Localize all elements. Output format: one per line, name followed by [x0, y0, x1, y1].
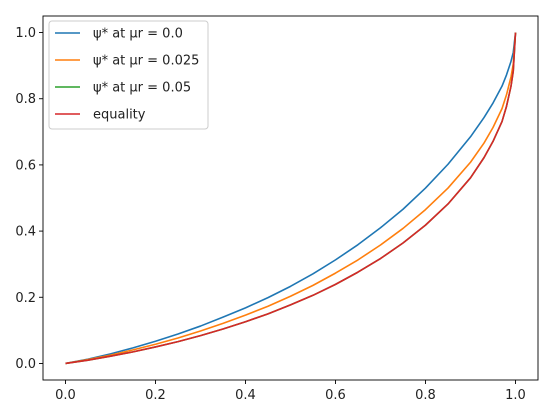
x-tick-label: 0.2	[145, 388, 166, 403]
y-axis: 0.0 0.2 0.4 0.6 0.8 1.0	[15, 26, 43, 372]
y-tick-label: 0.8	[15, 92, 36, 107]
series-line-3	[65, 32, 517, 365]
legend-entry-equality: equality	[55, 108, 146, 123]
y-tick-label: 0.2	[15, 291, 36, 306]
series-line-0	[65, 32, 517, 365]
series-line-1	[65, 32, 517, 365]
legend-label-mu-0-025: ψ* at μr = 0.025	[93, 54, 199, 69]
y-tick-label: 0.0	[15, 357, 36, 372]
legend-entry-mu-0-025: ψ* at μr = 0.025	[55, 54, 199, 69]
axes-frame	[42, 15, 539, 381]
legend-box	[48, 20, 209, 130]
x-tick-label: 1.0	[505, 388, 526, 403]
x-axis: 0.0 0.2 0.4 0.6 0.8 1.0	[55, 380, 526, 403]
x-tick-label: 0.6	[325, 388, 346, 403]
legend-label-mu-0-05: ψ* at μr = 0.05	[93, 81, 191, 96]
series-layer	[65, 32, 517, 365]
legend-entry-mu-0-05: ψ* at μr = 0.05	[55, 81, 191, 96]
x-tick-label: 0.4	[235, 388, 256, 403]
legend-label-mu-0: ψ* at μr = 0.0	[93, 27, 183, 42]
legend-entry-mu-0: ψ* at μr = 0.0	[55, 27, 183, 42]
legend-label-equality: equality	[93, 108, 146, 123]
y-tick-label: 0.4	[15, 225, 36, 240]
x-tick-label: 0.0	[55, 388, 76, 403]
y-tick-label: 1.0	[15, 26, 36, 41]
x-tick-label: 0.8	[415, 388, 436, 403]
legend: ψ* at μr = 0.0 ψ* at μr = 0.025 ψ* at μr…	[48, 20, 209, 130]
y-tick-label: 0.6	[15, 158, 36, 173]
